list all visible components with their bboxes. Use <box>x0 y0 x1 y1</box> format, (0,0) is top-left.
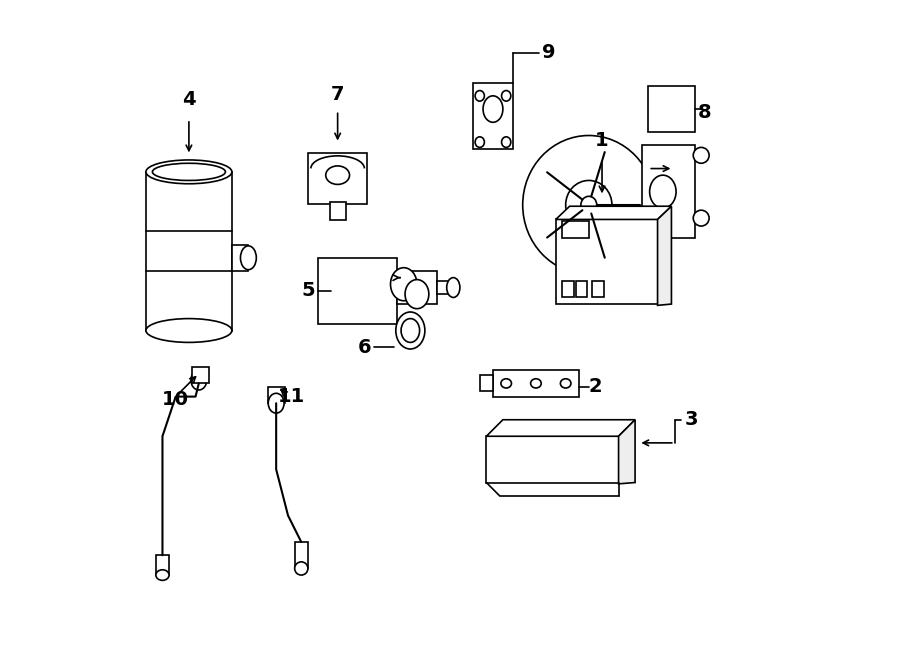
Ellipse shape <box>396 312 425 349</box>
Bar <box>397 271 436 304</box>
Ellipse shape <box>446 278 460 297</box>
Ellipse shape <box>475 91 484 101</box>
Ellipse shape <box>391 268 417 301</box>
Ellipse shape <box>146 319 232 342</box>
Polygon shape <box>480 375 493 391</box>
Ellipse shape <box>523 136 655 274</box>
Bar <box>436 281 454 294</box>
Ellipse shape <box>146 160 232 184</box>
Bar <box>592 281 604 297</box>
Ellipse shape <box>405 280 428 309</box>
Bar <box>308 153 367 204</box>
Text: 7: 7 <box>331 85 345 104</box>
Text: 10: 10 <box>162 391 189 409</box>
Bar <box>318 258 397 324</box>
Text: 4: 4 <box>182 90 195 109</box>
Text: 9: 9 <box>543 44 556 62</box>
Bar <box>268 387 284 403</box>
Ellipse shape <box>561 379 571 388</box>
Ellipse shape <box>501 137 511 147</box>
Ellipse shape <box>531 379 541 388</box>
Polygon shape <box>486 420 635 436</box>
Ellipse shape <box>566 180 612 229</box>
Ellipse shape <box>483 96 503 122</box>
Polygon shape <box>618 420 635 484</box>
Ellipse shape <box>326 166 349 184</box>
Bar <box>193 367 209 383</box>
Ellipse shape <box>268 393 284 413</box>
Ellipse shape <box>475 137 484 147</box>
Bar <box>562 281 574 297</box>
Ellipse shape <box>501 379 511 388</box>
Ellipse shape <box>580 196 597 214</box>
Bar <box>146 172 232 330</box>
Bar <box>473 83 513 149</box>
Ellipse shape <box>240 246 256 270</box>
Ellipse shape <box>156 570 169 580</box>
Text: 1: 1 <box>595 131 608 150</box>
Bar <box>329 202 346 220</box>
Text: 11: 11 <box>278 387 305 406</box>
Bar <box>294 542 308 568</box>
Ellipse shape <box>294 562 308 575</box>
Text: 6: 6 <box>357 338 371 356</box>
Bar <box>156 555 169 575</box>
Bar <box>232 245 248 271</box>
Bar <box>493 370 579 397</box>
Ellipse shape <box>501 91 511 101</box>
Bar <box>556 219 658 304</box>
Ellipse shape <box>650 175 676 208</box>
Bar <box>486 436 618 483</box>
Ellipse shape <box>693 210 709 226</box>
Ellipse shape <box>693 147 709 163</box>
Bar <box>576 281 588 297</box>
Ellipse shape <box>401 319 419 342</box>
Text: 2: 2 <box>589 377 602 396</box>
Ellipse shape <box>152 163 225 180</box>
Polygon shape <box>556 206 671 219</box>
Ellipse shape <box>191 370 207 390</box>
Bar <box>562 221 589 238</box>
Text: 5: 5 <box>302 282 315 300</box>
Polygon shape <box>658 206 671 305</box>
Bar <box>642 145 695 238</box>
Bar <box>648 86 695 132</box>
Text: 8: 8 <box>698 103 711 122</box>
Text: 3: 3 <box>685 410 698 429</box>
